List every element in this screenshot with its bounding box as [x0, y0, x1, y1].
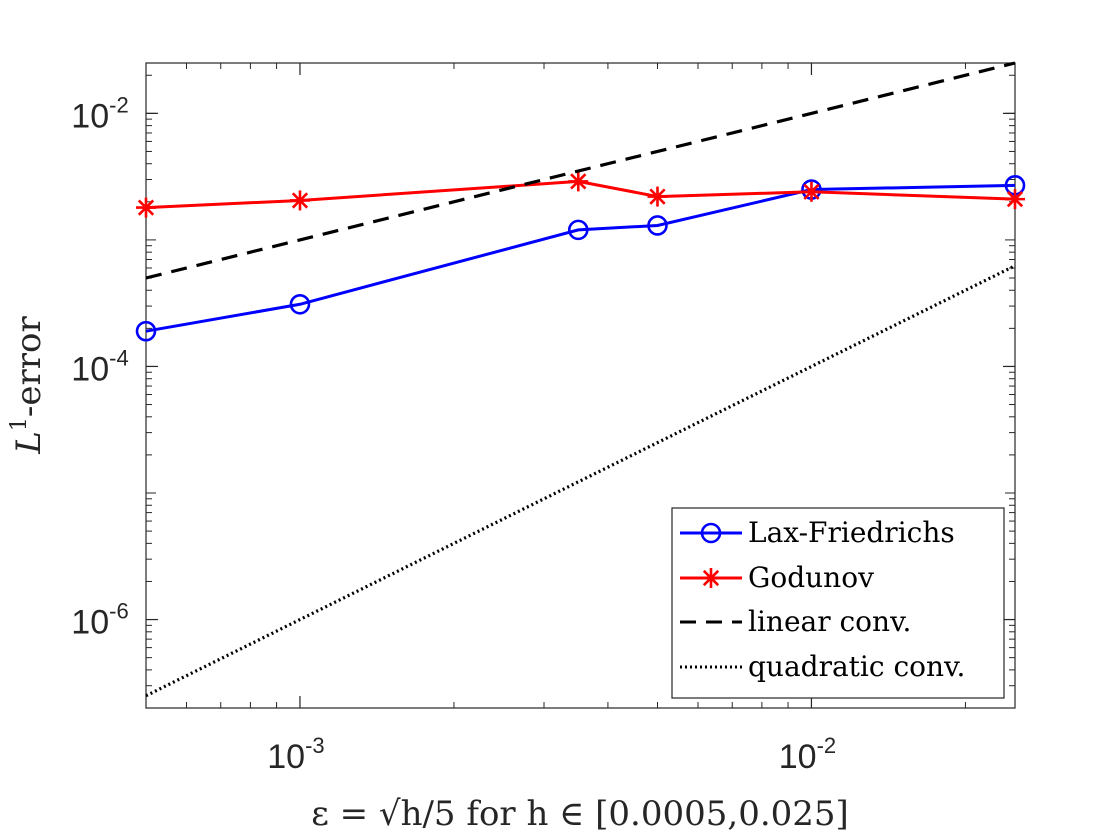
- legend-box: [671, 507, 1005, 699]
- series-layer: [135, 61, 1026, 698]
- series-lax-friedrichs-point: [135, 320, 157, 342]
- legend-label-quadratic-conv: quadratic conv.: [748, 650, 965, 683]
- series-godunov-point: [647, 186, 668, 207]
- series-lax-friedrichs-line: [145, 183, 1016, 333]
- legend-label-linear-conv: linear conv.: [748, 605, 911, 638]
- series-godunov-point: [568, 171, 589, 192]
- legend-marker-lax-friedrichs: [700, 522, 722, 544]
- series-godunov-point-stroke: [1006, 191, 1024, 208]
- series-godunov-point-stroke: [137, 199, 155, 216]
- series-linear-conv-line: [145, 61, 1016, 280]
- legend-marker-godunov-stroke: [702, 569, 720, 587]
- series-godunov-point-stroke: [570, 173, 587, 190]
- x-tick-label: 10-3: [267, 733, 324, 776]
- x-tick-label: 10-2: [779, 733, 836, 776]
- series-quadratic-conv-line: [145, 264, 1016, 698]
- minor-ticks: [145, 63, 1015, 709]
- series-godunov-point-stroke: [291, 192, 309, 209]
- major-ticks: [146, 63, 1015, 708]
- series-godunov-point: [136, 197, 156, 218]
- y-tick-label: 10-2: [71, 92, 128, 135]
- series-godunov-point: [1005, 189, 1025, 210]
- y-tick-label: 10-6: [71, 599, 128, 642]
- series-godunov-line: [145, 179, 1016, 210]
- series-lax-friedrichs-point: [289, 293, 311, 315]
- series-godunov-point-stroke: [803, 183, 820, 200]
- legend-label-lax-friedrichs: Lax-Friedrichs: [748, 516, 955, 549]
- series-godunov-point: [801, 181, 822, 202]
- series-lax-friedrichs-point: [647, 215, 668, 236]
- series-godunov-point: [289, 190, 310, 211]
- series-lax-friedrichs-point: [567, 219, 589, 241]
- legend-marker-godunov: [701, 568, 721, 588]
- legend: Lax-Friedrichs Godunov linear conv. quadrat…: [671, 507, 1005, 699]
- tick-labels: 10-3 10-2 10-6 10-4 10-2: [71, 92, 836, 776]
- series-godunov-point-stroke: [649, 188, 666, 205]
- y-tick-label: 10-4: [71, 345, 128, 388]
- y-axis-label: L1-error: [7, 316, 49, 455]
- legend-label-godunov: Godunov: [748, 561, 874, 594]
- x-axis-label: ε = √h/5 for h ∈ [0.0005,0.025]: [311, 794, 849, 834]
